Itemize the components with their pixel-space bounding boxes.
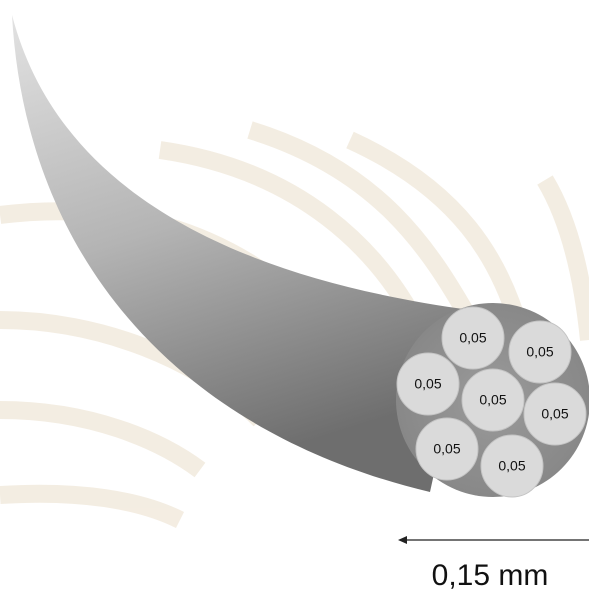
dimension-arrow — [398, 536, 407, 544]
strand — [415, 417, 479, 481]
strand — [461, 368, 525, 432]
strand-label: 0,05 — [414, 376, 441, 392]
strand-label: 0,05 — [498, 458, 525, 474]
fiber — [12, 15, 470, 492]
strand — [480, 434, 544, 498]
strand-label: 0,05 — [433, 441, 460, 457]
strand — [396, 352, 460, 416]
strand — [523, 382, 587, 446]
strand-label: 0,05 — [541, 406, 568, 422]
strand — [508, 320, 572, 384]
strand-label: 0,05 — [459, 330, 486, 346]
strand-label: 0,05 — [479, 392, 506, 408]
strand-label: 0,05 — [526, 344, 553, 360]
strand — [441, 306, 505, 370]
dimension-label: 0,15 mm — [432, 559, 549, 591]
